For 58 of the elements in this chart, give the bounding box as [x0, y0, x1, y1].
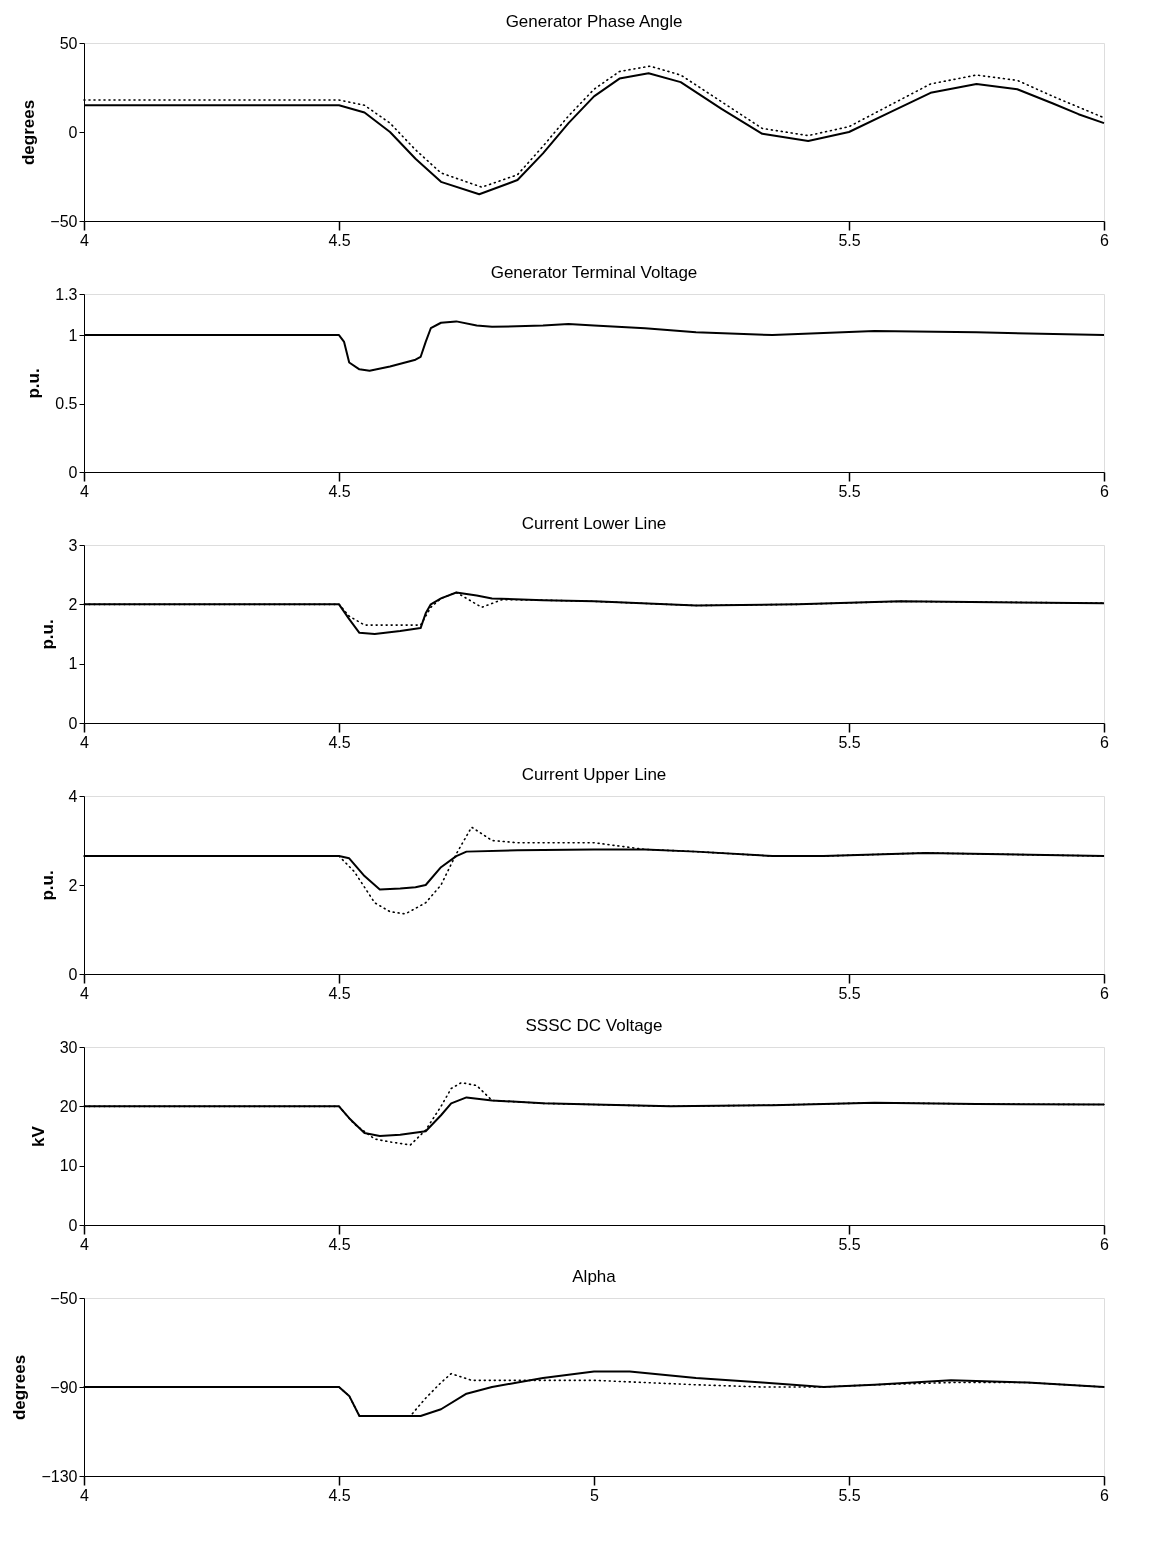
y-tick-label: 4 — [68, 787, 78, 805]
y-axis-title: degrees — [10, 1354, 30, 1421]
y-tick-label: 0 — [68, 714, 78, 732]
y-tick-label: 0 — [68, 965, 78, 983]
y-axis-title: p.u. — [24, 368, 44, 399]
x-tick-label: 6 — [1100, 733, 1110, 751]
y-tick-label: −130 — [41, 1467, 78, 1485]
y-tick-label: 1 — [68, 326, 78, 344]
y-tick-label: 0 — [68, 123, 78, 141]
chart-title: Current Lower Line — [521, 514, 667, 533]
x-tick-label: 4.5 — [328, 733, 351, 751]
x-tick-label: 5.5 — [838, 1235, 861, 1253]
chart-title: Current Upper Line — [521, 765, 667, 784]
x-tick-label: 4 — [80, 482, 90, 500]
x-tick-label: 4 — [80, 984, 90, 1002]
x-tick-label: 5 — [590, 1486, 600, 1504]
x-tick-label: 5.5 — [838, 482, 861, 500]
x-tick-label: 4.5 — [328, 231, 351, 249]
x-tick-label: 6 — [1100, 984, 1110, 1002]
chart-title: Generator Phase Angle — [505, 12, 683, 31]
x-tick-label: 6 — [1100, 482, 1110, 500]
x-tick-label: 4.5 — [328, 482, 351, 500]
y-tick-label: 30 — [59, 1038, 78, 1056]
y-axis-title: p.u. — [37, 870, 57, 901]
y-tick-label: 1 — [68, 655, 78, 673]
y-tick-label: 50 — [59, 34, 78, 52]
x-tick-label: 5.5 — [838, 733, 861, 751]
x-tick-label: 5.5 — [838, 231, 861, 249]
y-tick-label: 0 — [68, 1216, 78, 1234]
x-tick-label: 4 — [80, 231, 90, 249]
y-axis-title: kV — [28, 1125, 48, 1147]
x-tick-label: 4.5 — [328, 984, 351, 1002]
y-tick-label: 10 — [59, 1157, 78, 1175]
y-tick-label: −50 — [50, 1289, 78, 1307]
y-axis-title: degrees — [19, 99, 39, 166]
y-tick-label: 3 — [68, 536, 78, 554]
y-tick-label: −90 — [50, 1378, 78, 1396]
chart-title: Alpha — [572, 1267, 617, 1286]
x-tick-label: 5.5 — [838, 984, 861, 1002]
x-tick-label: 4 — [80, 733, 90, 751]
x-tick-label: 4 — [80, 1486, 90, 1504]
y-tick-label: −50 — [50, 212, 78, 230]
chart-title: Generator Terminal Voltage — [490, 263, 698, 282]
y-tick-label: 2 — [68, 595, 78, 613]
x-tick-label: 6 — [1100, 1235, 1110, 1253]
chart-title: SSSC DC Voltage — [525, 1016, 663, 1035]
x-tick-label: 5.5 — [838, 1486, 861, 1504]
y-tick-label: 0.5 — [55, 395, 78, 413]
x-tick-label: 4 — [80, 1235, 90, 1253]
y-tick-label: 2 — [68, 876, 78, 894]
x-tick-label: 4.5 — [328, 1486, 351, 1504]
x-tick-label: 4.5 — [328, 1235, 351, 1253]
y-tick-label: 0 — [68, 463, 78, 481]
y-tick-label: 1.3 — [55, 285, 78, 303]
x-tick-label: 6 — [1100, 1486, 1110, 1504]
x-tick-label: 6 — [1100, 231, 1110, 249]
y-axis-title: p.u. — [37, 619, 57, 650]
y-tick-label: 20 — [59, 1097, 78, 1115]
